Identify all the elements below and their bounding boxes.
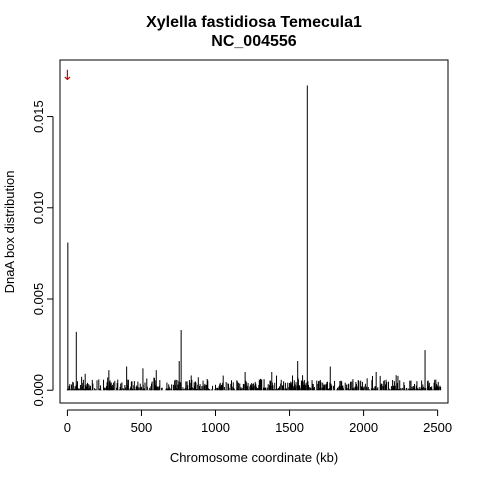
y-axis-label: DnaA box distribution: [2, 171, 17, 294]
x-axis-label: Chromosome coordinate (kb): [170, 450, 338, 465]
x-tick-label: 2500: [423, 420, 452, 435]
plot-frame: [59, 59, 449, 404]
x-tick-label: 0: [64, 420, 71, 435]
chart-title: Xylella fastidiosa Temecula1: [146, 14, 362, 31]
x-tick-label: 2000: [349, 420, 378, 435]
x-tick-label: 1000: [201, 420, 230, 435]
origin-marker: ↓: [62, 68, 74, 84]
y-tick-label: 0.015: [31, 100, 46, 133]
plot-area: ↓: [62, 68, 442, 391]
x-tick-label: 1500: [275, 420, 304, 435]
axes: 0 500 1000 1500 2000 2500 0.000 0.005 0.010 0.015: [31, 100, 452, 435]
chart-subtitle: NC_004556: [211, 33, 297, 50]
y-tick-label: 0.000: [31, 374, 46, 407]
y-tick-label: 0.005: [31, 283, 46, 316]
x-tick-label: 500: [131, 420, 153, 435]
y-tick-label: 0.010: [31, 192, 46, 225]
